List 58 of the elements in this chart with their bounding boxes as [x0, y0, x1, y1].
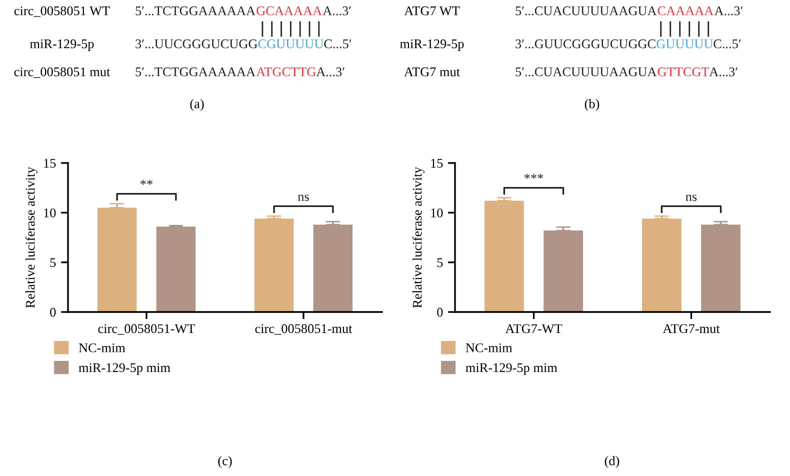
- text: 5′...CUACUUUUAAGUA: [516, 67, 657, 76]
- x-tick-label: ATG7-WT: [505, 324, 562, 334]
- text: (d): [604, 456, 620, 468]
- bar: [156, 226, 196, 312]
- text: 5′...TCTGGAAAAAA: [136, 67, 256, 76]
- category-label: miR-129-5p: [400, 39, 464, 51]
- text: (c): [218, 456, 232, 468]
- bar: [313, 224, 353, 312]
- text: C...5′: [714, 39, 741, 48]
- text: A...3′: [714, 6, 743, 16]
- category-label: ATG7 WT: [404, 6, 460, 16]
- text: 5′...TCTGGAAAAAA: [136, 6, 256, 16]
- legend-label: miR-129-5p mim: [78, 363, 170, 375]
- y-tick-label: 10: [431, 208, 443, 218]
- y-tick-label: 5: [437, 258, 443, 268]
- category-label: miR-129-5p: [30, 39, 94, 51]
- text: (a): [190, 99, 204, 111]
- text: CAAAAA: [658, 6, 714, 16]
- x-tick-label: ATG7-mut: [662, 324, 720, 334]
- y-tick-label: 0: [437, 308, 443, 317]
- text: GTTCGT: [658, 67, 710, 76]
- text: GCAAAAA: [256, 6, 322, 16]
- bar: [701, 224, 740, 312]
- y-axis-title: Relative luciferase activity: [412, 166, 424, 308]
- bar: [484, 200, 524, 312]
- annotation: ***: [524, 174, 544, 179]
- y-tick-label: 15: [431, 158, 443, 168]
- bar: [544, 230, 583, 312]
- legend-label: NC-mim: [78, 343, 126, 352]
- text: A...3′: [322, 6, 351, 16]
- y-tick-label: 15: [44, 158, 56, 168]
- text: 3′...UUCGGGUCUGG: [136, 39, 258, 48]
- bar: [254, 218, 294, 312]
- category-label: ATG7 mut: [404, 67, 460, 76]
- bar: [642, 218, 682, 312]
- text: ATGCTTG: [256, 67, 316, 76]
- text: 3′...GUUCGGGUCUGGC: [516, 39, 656, 48]
- x-tick-label: circ_0058051-mut: [255, 324, 352, 335]
- y-tick-label: 10: [44, 208, 56, 218]
- annotation: **: [140, 180, 152, 185]
- x-tick-label: circ_0058051-WT: [98, 324, 196, 335]
- annotation: ns: [686, 194, 697, 202]
- category-label: circ_0058051 mut: [14, 67, 110, 78]
- legend-label: miR-129-5p mim: [466, 363, 558, 375]
- category-label: circ_0058051 WT: [14, 6, 110, 17]
- text: A...3′: [316, 67, 344, 76]
- bar: [97, 208, 137, 312]
- text: 5′...CUACUUUUAAGUA: [516, 6, 657, 16]
- text: A...3′: [709, 67, 738, 76]
- annotation: ns: [298, 194, 309, 202]
- text: CGUUUUU: [258, 39, 324, 48]
- y-axis-title: Relative luciferase activity: [25, 166, 38, 308]
- y-tick-label: 0: [50, 308, 56, 317]
- text: (b): [584, 99, 600, 111]
- y-tick-label: 5: [50, 258, 56, 268]
- legend-label: NC-mim: [466, 343, 512, 352]
- text: C...5′: [324, 39, 352, 48]
- text: GUUUUU: [656, 39, 714, 48]
